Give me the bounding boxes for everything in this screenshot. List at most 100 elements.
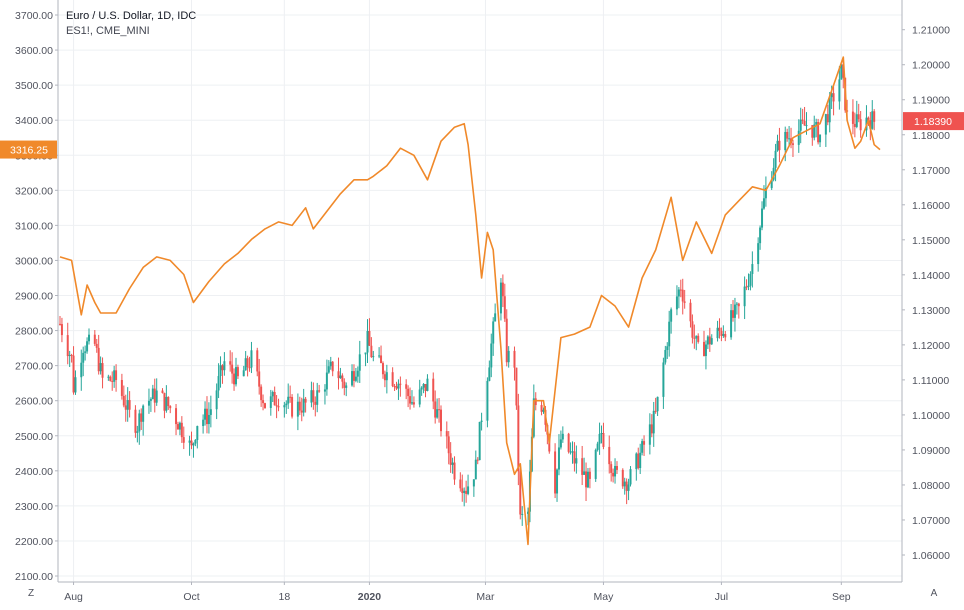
- candle-body: [718, 327, 721, 331]
- candle-body: [637, 453, 640, 469]
- candle-body: [304, 398, 307, 403]
- candle-body: [399, 383, 402, 385]
- candle-body: [250, 350, 253, 368]
- candle-body: [761, 208, 764, 228]
- candle-body: [569, 451, 572, 453]
- candle-body: [205, 408, 208, 425]
- candle-body: [540, 405, 543, 412]
- candle-body: [378, 355, 381, 357]
- left-tick-label: 3000.00: [15, 255, 53, 267]
- right-tick-label: 1.08000: [912, 480, 950, 492]
- candle-body: [176, 424, 179, 430]
- candle-body: [730, 310, 733, 338]
- candle-body: [439, 409, 442, 432]
- candle-body: [271, 391, 274, 397]
- candle-body: [492, 321, 495, 344]
- candle-body: [735, 303, 738, 305]
- candle-body: [364, 352, 367, 355]
- candle-body: [542, 409, 545, 412]
- candle-body: [275, 405, 278, 407]
- candle-body: [840, 64, 843, 80]
- candle-body: [519, 471, 522, 515]
- candle-body: [826, 114, 829, 123]
- candle-body: [221, 365, 224, 371]
- candle-body: [668, 321, 671, 347]
- candle-body: [853, 123, 856, 127]
- candle-body: [716, 327, 719, 339]
- left-tick-label: 2200.00: [15, 536, 53, 548]
- candle-body: [788, 138, 791, 140]
- left-last-value-box: [0, 140, 57, 159]
- candle-body: [59, 323, 61, 325]
- right-tick-label: 1.14000: [912, 270, 950, 282]
- candle-body: [472, 479, 475, 487]
- candle-body: [202, 419, 205, 427]
- candle-body: [703, 341, 706, 357]
- candle-body: [527, 511, 530, 514]
- x-tick-label: Jul: [715, 591, 728, 603]
- candle-body: [786, 131, 789, 139]
- candle-body: [851, 111, 854, 124]
- candle-body: [122, 395, 125, 406]
- candle-body: [797, 130, 800, 145]
- candle-body: [380, 355, 383, 364]
- candle-body: [602, 433, 605, 447]
- right-tick-label: 1.15000: [912, 235, 950, 247]
- candle-body: [737, 303, 740, 307]
- candle-body: [824, 114, 827, 135]
- eurusd-candles: [59, 60, 876, 526]
- zoom-reset-button[interactable]: Z: [27, 588, 35, 599]
- candle-body: [803, 120, 806, 126]
- candle-body: [244, 358, 247, 371]
- es1-line-path: [59, 56, 881, 546]
- candle-body: [751, 264, 754, 274]
- candle-body: [583, 471, 586, 475]
- candle-body: [598, 433, 601, 444]
- right-tick-label: 1.09000: [912, 445, 950, 457]
- candle-body: [381, 363, 384, 375]
- candle-body: [438, 409, 441, 411]
- candle-body: [813, 124, 816, 138]
- candle-body: [635, 453, 638, 470]
- candle-body: [300, 410, 303, 413]
- candle-body: [759, 227, 762, 244]
- candle-body: [571, 451, 574, 453]
- candle-body: [778, 140, 781, 151]
- candle-body: [627, 484, 630, 491]
- candle-body: [432, 378, 435, 402]
- left-tick-label: 3600.00: [15, 45, 53, 57]
- right-tick-label: 1.21000: [912, 25, 950, 37]
- candle-body: [745, 286, 748, 288]
- candle-body: [867, 117, 870, 121]
- candle-body: [343, 381, 346, 388]
- right-tick-label: 1.16000: [912, 200, 950, 212]
- candle-body: [501, 282, 504, 297]
- candle-body: [358, 354, 361, 371]
- candle-body: [339, 375, 342, 379]
- candle-body: [557, 447, 560, 470]
- auto-scale-button[interactable]: A: [930, 588, 938, 599]
- candle-body: [828, 97, 831, 123]
- candle-body: [683, 301, 686, 303]
- x-tick-label: Aug: [64, 591, 83, 603]
- candle-body: [277, 406, 280, 408]
- candle-body: [289, 396, 292, 398]
- candle-body: [352, 371, 355, 381]
- left-tick-label: 3100.00: [15, 220, 53, 232]
- candle-body: [165, 396, 168, 411]
- candle-body: [476, 459, 479, 461]
- left-tick-label: 2800.00: [15, 326, 53, 338]
- candle-body: [97, 347, 100, 372]
- candle-body: [596, 443, 599, 450]
- candle-body: [434, 401, 437, 418]
- candle-body: [859, 119, 862, 131]
- candle-body: [610, 464, 613, 473]
- candle-body: [447, 436, 450, 454]
- candle-body: [136, 431, 139, 433]
- candle-body: [405, 384, 408, 389]
- grid: [58, 0, 902, 582]
- candle-body: [196, 426, 199, 441]
- candle-body: [269, 396, 272, 408]
- candle-body: [708, 336, 711, 345]
